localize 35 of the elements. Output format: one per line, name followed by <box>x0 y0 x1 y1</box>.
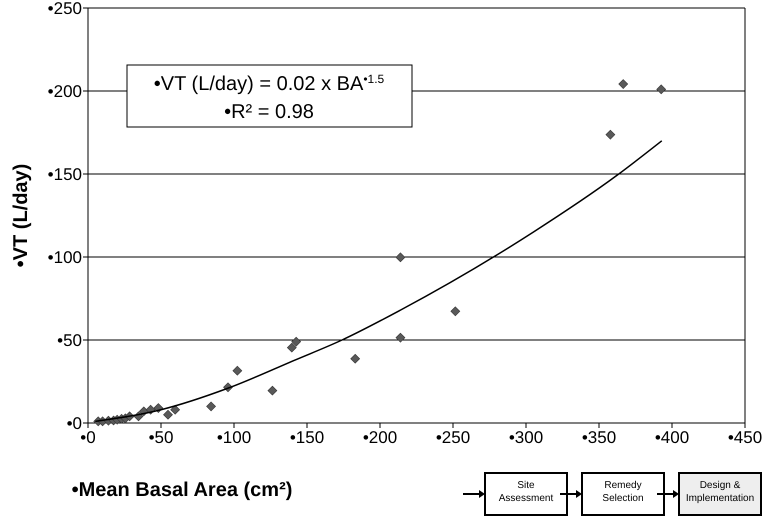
y-tick-label: •100 <box>48 248 82 267</box>
x-tick-label: •350 <box>582 428 616 447</box>
x-tick-label: •0 <box>80 428 96 447</box>
point <box>170 404 180 415</box>
point <box>656 84 666 94</box>
x-tick-label: •150 <box>290 428 324 447</box>
x-tick-label: •400 <box>654 428 690 447</box>
annotation: •R² = 0.98 <box>224 101 314 123</box>
y-tick-label: •250 <box>48 0 82 18</box>
point <box>350 354 360 364</box>
point <box>396 252 406 262</box>
point <box>396 332 406 342</box>
x-tick-label: •50 <box>148 428 174 447</box>
x-axis-title: •Mean Basal Area (cm²) <box>72 479 292 501</box>
point <box>206 402 216 412</box>
x-tick-label: •200 <box>362 428 398 447</box>
process-flow-diagram: Site Assessment Remedy Selection Design & Implementation <box>463 472 762 516</box>
point <box>287 342 297 352</box>
x-tick-label: •100 <box>216 428 252 447</box>
y-axis-title: •VT (L/day) <box>10 164 32 268</box>
x-tick-label: •450 <box>728 428 762 447</box>
y-tick-label: •0 <box>66 414 82 433</box>
point <box>618 79 628 89</box>
annotation: •VT (L/day) = 0.02 x BA$^{•1.5}$ <box>154 72 385 95</box>
point <box>606 130 616 140</box>
y-tick-label: •200 <box>48 82 82 101</box>
x-tick-label: •300 <box>508 428 544 447</box>
point <box>232 366 242 376</box>
x-tick-label: •250 <box>436 428 470 447</box>
point <box>291 336 301 346</box>
y-tick-label: •150 <box>48 164 82 184</box>
point <box>268 386 278 396</box>
point <box>450 306 460 316</box>
point <box>163 410 173 420</box>
y-tick-label: •50 <box>57 330 82 350</box>
